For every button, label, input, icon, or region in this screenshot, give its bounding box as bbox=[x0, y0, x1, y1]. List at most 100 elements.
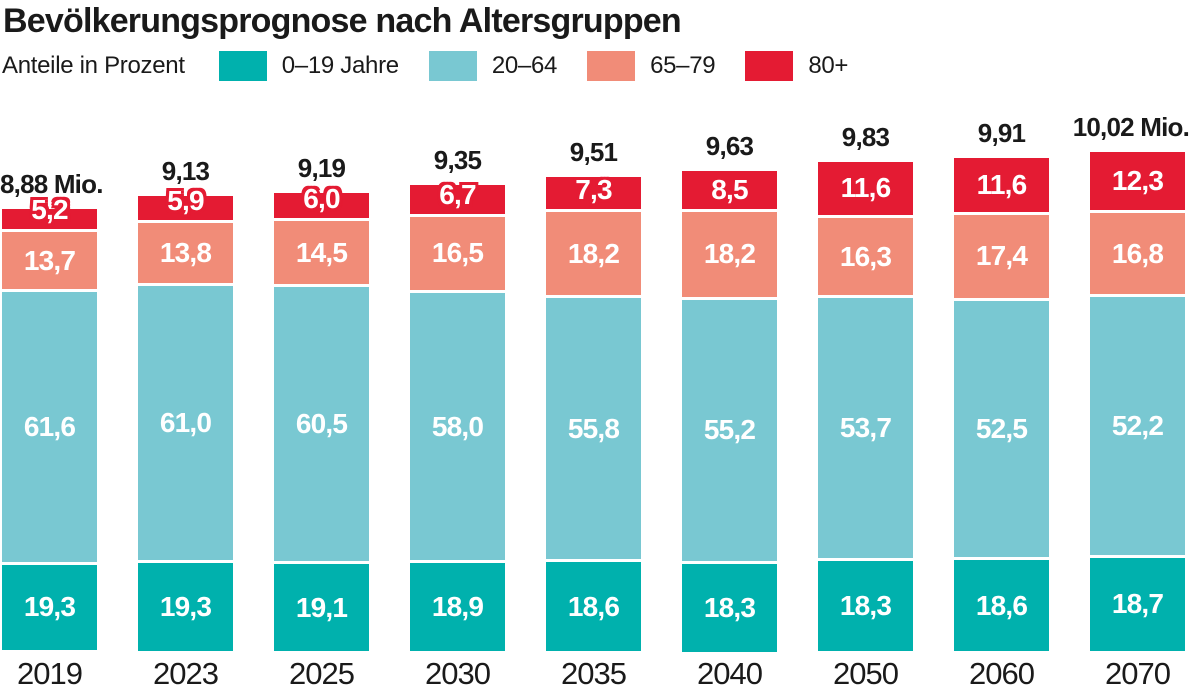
x-axis-label-2025: 2025 bbox=[289, 656, 355, 691]
x-axis-label-2019: 2019 bbox=[17, 656, 83, 691]
segment-20-64-2040: 55,2 bbox=[682, 299, 777, 565]
segment-value-label: 12,3 bbox=[1111, 165, 1164, 197]
segment-value-label: 7,3 bbox=[575, 174, 612, 205]
segment-80plus-2030: 6,7 bbox=[410, 180, 505, 217]
segment-value-label: 18,2 bbox=[703, 238, 756, 270]
bar-total-label-2023: 9,13 bbox=[161, 156, 210, 187]
segment-20-64-2050: 53,7 bbox=[818, 298, 913, 561]
segment-value-label: 52,2 bbox=[1111, 409, 1164, 441]
segment-0-19-2070: 18,7 bbox=[1090, 557, 1185, 651]
bar-total-label-2060: 9,91 bbox=[977, 117, 1026, 148]
segment-value-label: 53,7 bbox=[839, 412, 892, 444]
bar-2070: 10,02 Mio. 12,3 16,8 52,2 18,7 2070 bbox=[1073, 112, 1190, 691]
segment-80plus-2050: 11,6 bbox=[818, 161, 913, 219]
segment-value-label: 19,3 bbox=[23, 591, 76, 623]
legend-item-80plus: 80+ bbox=[745, 51, 848, 81]
x-axis-label-2060: 2060 bbox=[969, 656, 1035, 691]
x-axis-label-2070: 2070 bbox=[1105, 656, 1171, 691]
segment-20-64-2025: 60,5 bbox=[274, 287, 369, 565]
x-axis-label-2030: 2030 bbox=[425, 656, 491, 691]
segment-0-19-2019: 19,3 bbox=[2, 564, 97, 651]
segment-65-79-2025: 14,5 bbox=[274, 220, 369, 288]
bar-2060: 9,91 11,6 17,4 52,5 18,6 2060 bbox=[954, 118, 1049, 691]
segment-0-19-2023: 19,3 bbox=[138, 563, 233, 651]
bar-total-label-2070: 10,02 Mio. bbox=[1072, 112, 1190, 142]
segment-value-label: 58,0 bbox=[431, 410, 484, 442]
segment-value-label: 18,6 bbox=[975, 589, 1028, 621]
segment-value-label: 55,8 bbox=[567, 412, 620, 444]
segment-65-79-2030: 16,5 bbox=[410, 216, 505, 294]
segment-80plus-2060: 11,6 bbox=[954, 157, 1049, 215]
legend-swatch-0-19 bbox=[218, 51, 267, 81]
segment-80plus-2025: 6,0 bbox=[274, 184, 369, 221]
x-axis-label-2023: 2023 bbox=[153, 656, 219, 691]
legend: Anteile in Prozent 0–19 Jahre 20–64 65–7… bbox=[2, 50, 878, 82]
bar-total-label-2040: 9,63 bbox=[705, 131, 754, 162]
bar-total-label-2050: 9,83 bbox=[841, 121, 890, 152]
segment-0-19-2025: 19,1 bbox=[274, 564, 369, 652]
segment-20-64-2023: 61,0 bbox=[138, 285, 233, 564]
segment-65-79-2035: 18,2 bbox=[546, 212, 641, 299]
legend-swatch-20-64 bbox=[428, 51, 477, 81]
x-axis-label-2040: 2040 bbox=[697, 656, 763, 691]
segment-65-79-2060: 17,4 bbox=[954, 214, 1049, 301]
segment-value-label: 13,7 bbox=[23, 244, 76, 276]
segment-value-label: 16,3 bbox=[839, 240, 892, 272]
segment-80plus-2023: 5,9 bbox=[138, 187, 233, 224]
segment-value-label: 52,5 bbox=[975, 412, 1028, 444]
bar-total-label-2025: 9,19 bbox=[297, 153, 346, 184]
segment-value-label: 16,5 bbox=[431, 237, 484, 269]
segment-value-label: 18,7 bbox=[1111, 588, 1164, 620]
legend-item-65-79: 65–79 bbox=[587, 51, 716, 81]
segment-80plus-2019: 5,2 bbox=[2, 195, 97, 232]
bar-2023: 9,13 5,9 13,8 61,0 19,3 2023 bbox=[138, 156, 233, 691]
segment-20-64-2070: 52,2 bbox=[1090, 297, 1185, 558]
legend-item-label: 0–19 Jahre bbox=[281, 52, 399, 79]
bar-total-label-2019: 8,88 Mio. bbox=[0, 168, 103, 199]
legend-item-20-64: 20–64 bbox=[428, 51, 558, 81]
segment-value-label: 61,0 bbox=[159, 406, 212, 438]
bar-2030: 9,35 6,7 16,5 58,0 18,9 2030 bbox=[410, 145, 505, 691]
segment-value-label: 55,2 bbox=[703, 414, 756, 446]
legend-item-label: 20–64 bbox=[491, 52, 558, 79]
segment-20-64-2035: 55,8 bbox=[546, 298, 641, 563]
segment-value-label: 18,3 bbox=[703, 592, 756, 624]
segment-value-label: 60,5 bbox=[295, 408, 348, 440]
segment-value-label: 14,5 bbox=[295, 236, 348, 268]
bar-total-label-2030: 9,35 bbox=[433, 145, 482, 176]
segment-value-label: 18,6 bbox=[567, 590, 620, 622]
bar-2050: 9,83 11,6 16,3 53,7 18,3 2050 bbox=[818, 122, 913, 691]
segment-20-64-2019: 61,6 bbox=[2, 292, 97, 565]
legend-title: Anteile in Prozent bbox=[2, 52, 185, 79]
segment-value-label: 8,5 bbox=[711, 174, 748, 206]
segment-value-label: 61,6 bbox=[23, 411, 76, 443]
segment-65-79-2050: 16,3 bbox=[818, 218, 913, 299]
segment-value-label: 13,8 bbox=[159, 236, 212, 268]
segment-20-64-2060: 52,5 bbox=[954, 300, 1049, 560]
segment-value-label: 11,6 bbox=[976, 168, 1028, 200]
segment-0-19-2035: 18,6 bbox=[546, 562, 641, 651]
segment-0-19-2050: 18,3 bbox=[818, 560, 913, 651]
bar-2019: 8,88 Mio. 5,2 13,7 61,6 19,3 2019 bbox=[0, 169, 103, 691]
segment-value-label: 5,2 bbox=[31, 193, 68, 225]
bar-2040: 9,63 8,5 18,2 55,2 18,3 2040 bbox=[682, 131, 777, 691]
segment-65-79-2040: 18,2 bbox=[682, 212, 777, 300]
segment-65-79-2019: 13,7 bbox=[2, 231, 97, 293]
legend-swatch-80plus bbox=[745, 51, 794, 81]
segment-80plus-2070: 12,3 bbox=[1090, 152, 1185, 214]
bar-2025: 9,19 6,0 14,5 60,5 19,1 2025 bbox=[274, 153, 369, 691]
legend-item-0-19: 0–19 Jahre bbox=[218, 51, 399, 81]
bar-2035: 9,51 7,3 18,2 55,8 18,6 2035 bbox=[546, 137, 641, 691]
segment-value-label: 11,6 bbox=[840, 172, 892, 204]
segment-value-label: 18,3 bbox=[839, 589, 892, 621]
segment-0-19-2030: 18,9 bbox=[410, 563, 505, 652]
legend-item-label: 65–79 bbox=[650, 52, 716, 79]
segment-80plus-2040: 8,5 bbox=[682, 171, 777, 213]
segment-65-79-2070: 16,8 bbox=[1090, 213, 1185, 298]
x-axis-label-2035: 2035 bbox=[561, 656, 627, 691]
segment-value-label: 17,4 bbox=[975, 240, 1028, 272]
x-axis-label-2050: 2050 bbox=[833, 656, 899, 691]
segment-value-label: 19,3 bbox=[159, 591, 212, 623]
segment-0-19-2060: 18,6 bbox=[954, 559, 1049, 652]
